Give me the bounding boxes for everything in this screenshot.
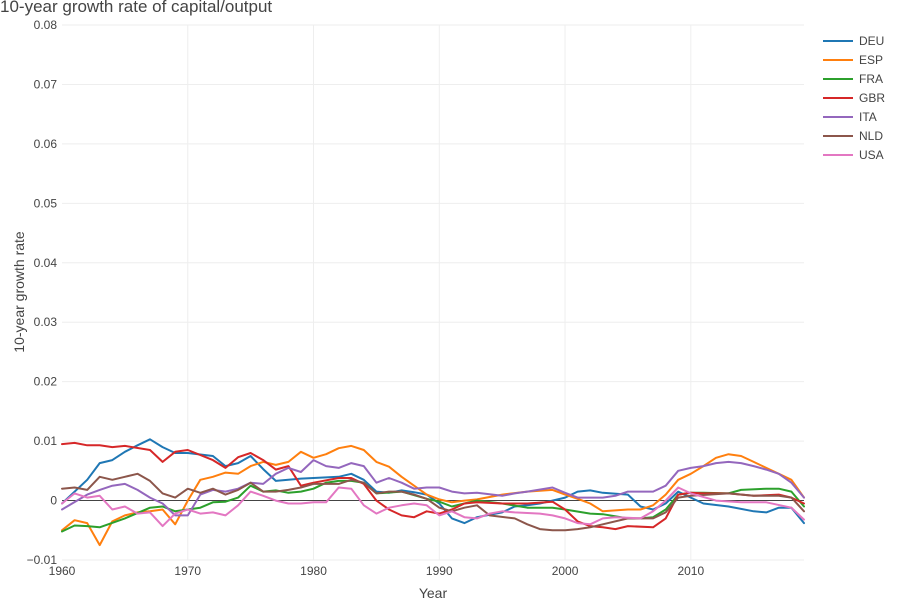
legend: DEU ESP FRA GBR ITA NLD USA — [823, 34, 885, 162]
series-line-gbr — [61, 441, 805, 531]
grid — [62, 24, 804, 561]
chart-title: 10-year growth rate of capital/output — [0, 0, 273, 16]
series-line-usa — [61, 486, 805, 528]
legend-label-deu: DEU — [859, 34, 884, 48]
legend-label-esp: ESP — [859, 53, 883, 67]
legend-label-fra: FRA — [859, 72, 883, 86]
series-lines — [61, 438, 805, 547]
x-tick-label: 1970 — [174, 564, 201, 578]
y-tick-label: 0.04 — [34, 256, 58, 270]
y-tick-label: 0.05 — [34, 196, 58, 210]
y-tick-label: 0.06 — [34, 137, 58, 151]
legend-label-gbr: GBR — [859, 91, 885, 105]
x-tick-label: 2000 — [552, 564, 579, 578]
y-tick-label: 0.07 — [34, 77, 58, 91]
x-tick-label: 2010 — [677, 564, 704, 578]
x-tick-label: 1960 — [49, 564, 76, 578]
legend-label-nld: NLD — [859, 129, 883, 143]
legend-label-ita: ITA — [859, 110, 877, 124]
y-tick-label: 0.08 — [34, 18, 58, 32]
axis-ticks: −0.01 0 0.01 0.02 0.03 0.04 0.05 0.06 0.07 0.08 19… — [27, 18, 705, 578]
y-tick-label: 0.02 — [34, 375, 58, 389]
series-line-esp — [61, 444, 805, 547]
y-tick-label: 0.01 — [34, 434, 58, 448]
y-tick-label: −0.01 — [27, 553, 58, 567]
x-axis-title: Year — [419, 585, 448, 600]
x-tick-label: 1990 — [426, 564, 453, 578]
x-tick-label: 1980 — [300, 564, 327, 578]
y-tick-label: 0.03 — [34, 315, 58, 329]
series-line-ita — [61, 459, 805, 517]
y-axis-title: 10-year growth rate — [11, 231, 27, 353]
legend-label-usa: USA — [859, 148, 884, 162]
y-tick-label: 0 — [50, 494, 57, 508]
